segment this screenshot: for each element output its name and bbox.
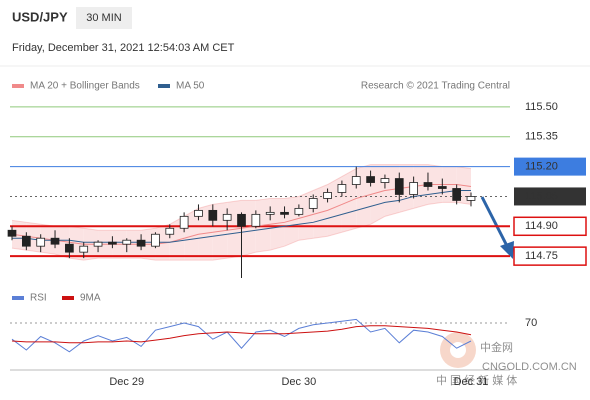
source: Research © 2021 Trading Central: [361, 81, 510, 92]
candle-body: [323, 192, 332, 199]
candle-body: [437, 186, 447, 189]
candle-body: [122, 239, 132, 245]
level-label: 115.20: [525, 161, 558, 173]
forecast-arrow: [480, 196, 510, 249]
bollinger-band: [384, 164, 400, 217]
candle-body: [294, 207, 304, 215]
candle-body: [79, 245, 89, 253]
candle-body: [179, 215, 189, 229]
level-label: 114.90: [525, 220, 558, 232]
indicator-line: [11, 325, 472, 344]
level-label: 114.75: [525, 250, 558, 262]
indicator-line: [11, 318, 472, 353]
legend-swatch: [62, 296, 74, 300]
level-label: 115.50: [525, 101, 558, 113]
watermark-url: CNGOLD.COM.CN: [482, 361, 577, 373]
candle-body: [50, 237, 60, 245]
legend-swatch: [158, 84, 170, 88]
candle-body: [265, 211, 275, 215]
forecast-arrowhead: [500, 241, 514, 259]
level-label-box: [514, 157, 586, 176]
legend-label: RSI: [30, 293, 47, 304]
candle-body: [222, 213, 232, 221]
candle-body: [380, 178, 390, 183]
candle-body: [237, 213, 246, 227]
x-tick-label: Dec 31: [454, 376, 489, 388]
legend-swatch: [12, 296, 24, 300]
candle-body: [165, 227, 175, 235]
candle-body: [136, 239, 146, 247]
bollinger-band: [413, 164, 428, 209]
interval: 30 MIN: [86, 12, 122, 24]
symbol: USD/JPY: [12, 9, 68, 24]
candle-body: [423, 182, 433, 187]
y-tick-label: 70: [525, 317, 537, 329]
bollinger-band: [270, 198, 285, 251]
level-label-box: [513, 246, 587, 266]
timestamp: Friday, December 31, 2021 12:54:03 AM CE…: [12, 42, 235, 54]
candle-body: [280, 211, 289, 215]
candle-body: [466, 196, 476, 201]
level-label-box: [513, 216, 587, 237]
candle-body: [337, 184, 347, 193]
legend-label: 9MA: [80, 293, 101, 304]
candle-body: [108, 241, 117, 245]
candle-body: [93, 241, 103, 247]
watermark-logo: 中金网: [480, 340, 513, 354]
candle-body: [409, 182, 418, 195]
candle-body: [452, 188, 462, 201]
legend-label: MA 20 + Bollinger Bands: [30, 81, 140, 92]
watermark: 中金网 CNGOLD.COM.CN 中 国 经 新 媒 体: [436, 332, 577, 387]
x-tick-label: Dec 29: [109, 376, 144, 388]
candle-body: [151, 233, 160, 247]
legend-label: MA 50: [176, 81, 205, 92]
candle-body: [21, 235, 31, 247]
candle-body: [194, 209, 203, 217]
candle-body: [366, 176, 375, 183]
bollinger-band: [370, 164, 385, 225]
bollinger-line: [11, 164, 472, 231]
candle-body: [36, 237, 46, 247]
candle-body: [394, 178, 404, 195]
level-label: 115.35: [525, 131, 558, 143]
bollinger-band: [399, 164, 414, 213]
watermark-tagline: 中 国 经 新 媒 体: [436, 373, 517, 387]
candle-body: [7, 229, 17, 237]
level-label-box: [514, 187, 586, 206]
candle-body: [251, 213, 261, 227]
legend-swatch: [12, 84, 24, 88]
candle-body: [308, 198, 318, 209]
candle-body: [65, 243, 74, 253]
candle-body: [208, 209, 218, 221]
interval-badge: [76, 7, 132, 29]
candle-body: [351, 176, 361, 185]
level-label: 115.05: [525, 190, 558, 202]
x-tick-label: Dec 30: [281, 376, 316, 388]
